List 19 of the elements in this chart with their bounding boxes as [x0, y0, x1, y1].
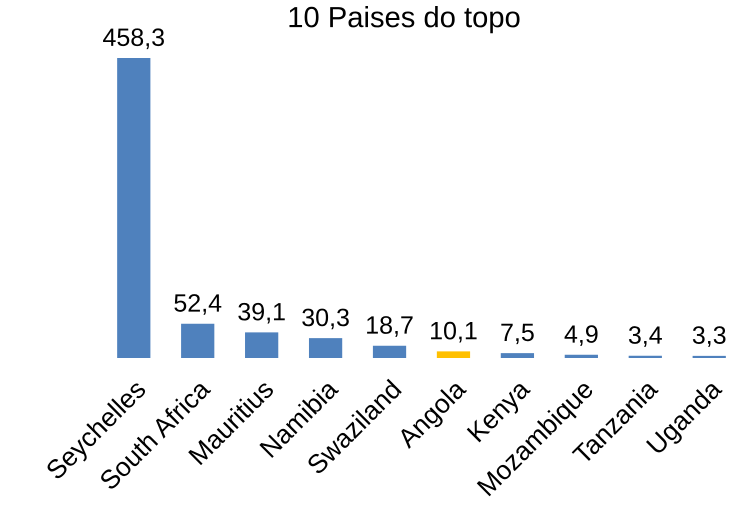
data-label: 10,1	[431, 322, 477, 342]
bar	[564, 354, 598, 358]
data-label: 3,4	[628, 326, 662, 347]
data-label: 39,1	[238, 302, 285, 324]
bar	[117, 58, 150, 358]
data-label: 30,3	[302, 308, 349, 330]
data-label: 7,5	[501, 324, 534, 344]
bar	[245, 332, 278, 358]
data-label: 52,4	[174, 294, 222, 315]
bar	[181, 324, 214, 358]
data-label: 3,3	[692, 326, 726, 347]
bar	[308, 338, 342, 358]
bar	[372, 346, 406, 358]
bar	[500, 353, 534, 358]
data-label: 4,9	[564, 325, 598, 346]
chart-title: 10 Paises do topo	[289, 6, 520, 34]
data-label: 458,3	[103, 28, 164, 50]
data-label: 18,7	[367, 316, 413, 337]
bar	[436, 351, 470, 358]
